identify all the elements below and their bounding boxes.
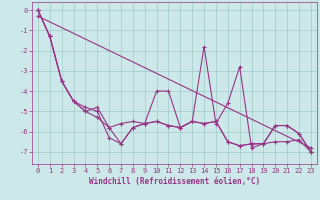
X-axis label: Windchill (Refroidissement éolien,°C): Windchill (Refroidissement éolien,°C)	[89, 177, 260, 186]
